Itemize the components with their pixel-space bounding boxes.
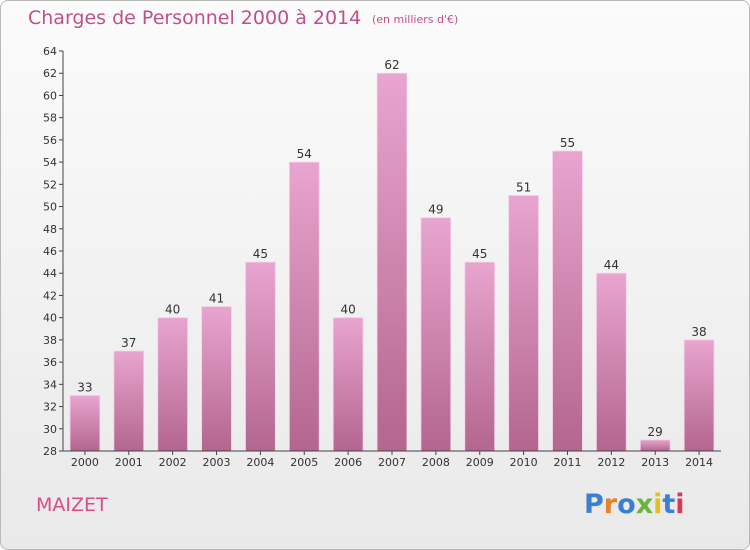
y-tick-label: 50 (43, 201, 57, 214)
y-tick-label: 64 (43, 45, 57, 58)
y-tick-label: 58 (43, 112, 57, 125)
y-tick-label: 52 (43, 178, 57, 191)
bar-value-label: 38 (691, 325, 706, 339)
logo-letter: t (662, 489, 676, 520)
y-tick-label: 42 (43, 289, 57, 302)
y-tick-label: 34 (43, 378, 57, 391)
x-tick-label: 2001 (115, 456, 143, 469)
y-tick-label: 60 (43, 89, 57, 102)
commune-name: MAIZET (36, 494, 108, 516)
y-tick-label: 32 (43, 401, 57, 414)
bar-2006 (332, 317, 364, 452)
y-tick-label: 46 (43, 245, 57, 258)
bar-value-label: 44 (604, 258, 619, 272)
chart-title: Charges de Personnel 2000 à 2014 (28, 7, 362, 29)
y-tick-label: 56 (43, 134, 57, 147)
bar-value-label: 45 (253, 247, 268, 261)
unit-note: (en milliers d'€) (372, 13, 459, 26)
x-tick-label: 2011 (553, 456, 581, 469)
y-tick-label: 30 (43, 423, 57, 436)
bar-2009 (464, 261, 496, 452)
x-tick-label: 2003 (203, 456, 231, 469)
bar-2002 (157, 317, 188, 452)
bar-value-label: 33 (77, 380, 92, 394)
bar-2014 (683, 339, 715, 452)
logo-letter: P (584, 489, 604, 520)
x-tick-label: 2008 (422, 456, 450, 469)
bar-value-label: 29 (648, 425, 663, 439)
x-tick-label: 2002 (159, 456, 187, 469)
bar-2001 (113, 350, 145, 452)
logo-letter: i (675, 489, 685, 520)
bar-value-label: 62 (384, 58, 399, 72)
bar-value-label: 49 (428, 203, 443, 217)
bar-2005 (288, 161, 320, 452)
bar-value-label: 54 (297, 147, 312, 161)
y-tick-label: 28 (43, 445, 57, 458)
x-tick-label: 2013 (641, 456, 669, 469)
bar-2003 (201, 306, 232, 452)
bar-value-label: 55 (560, 136, 575, 150)
y-tick-label: 62 (43, 67, 57, 80)
bar-2010 (508, 195, 539, 452)
bar-2012 (596, 272, 627, 452)
bar-2013 (639, 439, 671, 452)
x-tick-label: 2006 (334, 456, 362, 469)
y-tick-label: 44 (43, 267, 57, 280)
logo-letter: o (617, 489, 636, 520)
bar-2004 (245, 261, 276, 452)
bar-2011 (552, 150, 583, 452)
y-tick-label: 48 (43, 223, 57, 236)
proxiti-logo: Proxiti (584, 489, 685, 520)
bar-2008 (420, 217, 452, 452)
x-tick-label: 2007 (378, 456, 406, 469)
x-tick-label: 2010 (510, 456, 538, 469)
bar-value-label: 40 (340, 303, 355, 317)
x-axis: 2000 2001 2002 2003 2004 2005 2006 2007 2008 2009… (63, 450, 721, 469)
x-tick-label: 2004 (246, 456, 274, 469)
bar-value-label: 51 (516, 180, 531, 194)
bar-2000 (69, 395, 101, 452)
bar-value-label: 45 (472, 247, 487, 261)
y-tick-label: 36 (43, 356, 57, 369)
logo-letter: r (603, 489, 618, 520)
logo-letter: i (653, 489, 663, 520)
x-tick-label: 2014 (685, 456, 713, 469)
y-tick-label: 38 (43, 334, 57, 347)
y-tick-label: 40 (43, 312, 57, 325)
bar-value-label: 37 (121, 336, 136, 350)
logo-letter: x (635, 489, 654, 520)
x-tick-label: 2000 (71, 456, 99, 469)
y-axis: 28 30 32 34 36 38 40 42 44 46 48 50 52 54 56 58 60 62 64 (43, 45, 64, 458)
y-tick-label: 54 (43, 156, 57, 169)
bar-2007 (376, 72, 408, 452)
bar-value-label: 41 (209, 292, 224, 306)
x-tick-label: 2009 (466, 456, 494, 469)
bar-value-label: 40 (165, 303, 180, 317)
bars: 33 37 40 41 45 54 40 62 49 45 51 55 44 29 38 (69, 58, 715, 452)
x-tick-label: 2012 (597, 456, 625, 469)
x-tick-label: 2005 (290, 456, 318, 469)
